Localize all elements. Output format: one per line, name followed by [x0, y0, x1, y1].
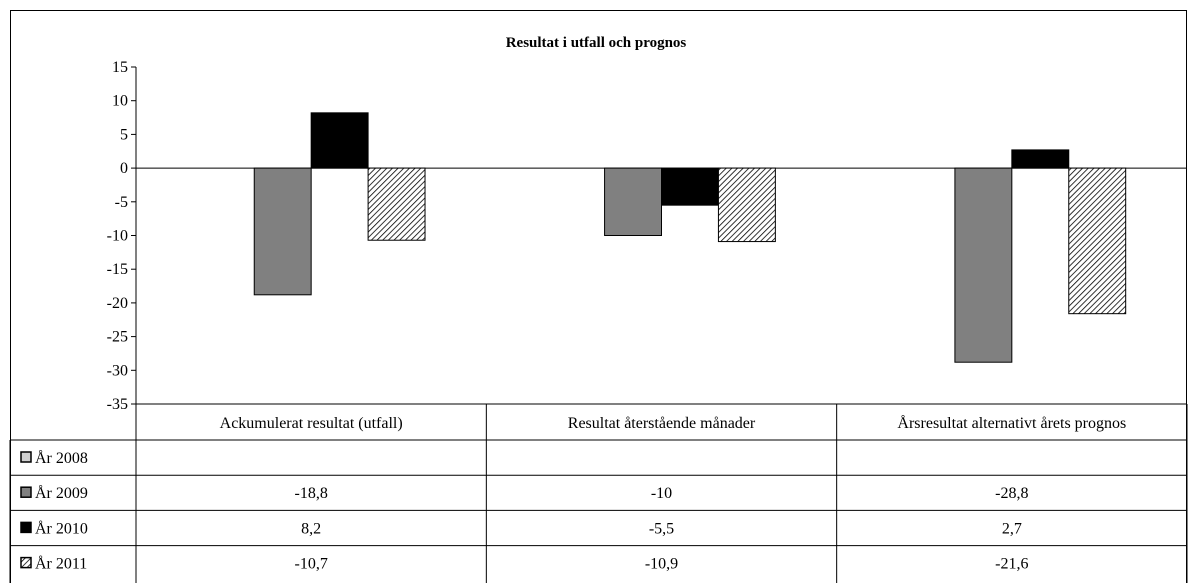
bar [253, 167, 312, 296]
y-tick-label: -5 [115, 194, 128, 211]
legend-key [20, 451, 32, 463]
bar [954, 167, 1013, 363]
legend-key [20, 556, 32, 569]
y-tick-label: -20 [107, 295, 128, 312]
series-name-label: År 2011 [35, 555, 87, 573]
series-name-label: År 2010 [35, 519, 88, 537]
bar [661, 167, 719, 206]
chart-frame [10, 10, 1187, 583]
data-label: 8,2 [301, 520, 321, 537]
x-category-label: Årsresultat alternativt årets prognos [897, 414, 1126, 432]
x-category-label: Resultat återstående månader [568, 415, 756, 432]
data-label: -10 [651, 485, 672, 502]
legend-key [20, 486, 32, 498]
data-label: -21,6 [995, 556, 1028, 573]
y-tick-label: 10 [112, 93, 128, 110]
bar [1011, 149, 1070, 169]
chart-title: Resultat i utfall och prognos [506, 35, 687, 51]
data-label: -5,5 [649, 520, 674, 537]
bar [367, 167, 426, 241]
series-name-label: År 2009 [35, 484, 88, 502]
data-label: -28,8 [995, 485, 1028, 502]
y-tick-label: -35 [107, 396, 128, 413]
bar [310, 112, 369, 169]
y-tick-label: 15 [112, 59, 128, 76]
x-category-label: Ackumulerat resultat (utfall) [220, 415, 403, 432]
data-label: -18,8 [295, 485, 328, 502]
y-tick-label: -30 [107, 362, 128, 379]
bar [1068, 167, 1127, 315]
y-tick-label: -10 [107, 228, 128, 245]
data-label: -10,7 [295, 556, 328, 573]
data-label: -10,9 [645, 556, 678, 573]
bar [717, 167, 776, 243]
y-tick-label: 5 [120, 126, 128, 143]
bar [604, 167, 663, 237]
data-label: 2,7 [1002, 520, 1022, 537]
y-tick-label: -25 [107, 329, 128, 346]
legend-key [20, 521, 32, 534]
series-name-label: År 2008 [35, 449, 88, 467]
y-tick-label: 0 [120, 160, 128, 177]
y-tick-label: -15 [107, 261, 128, 278]
